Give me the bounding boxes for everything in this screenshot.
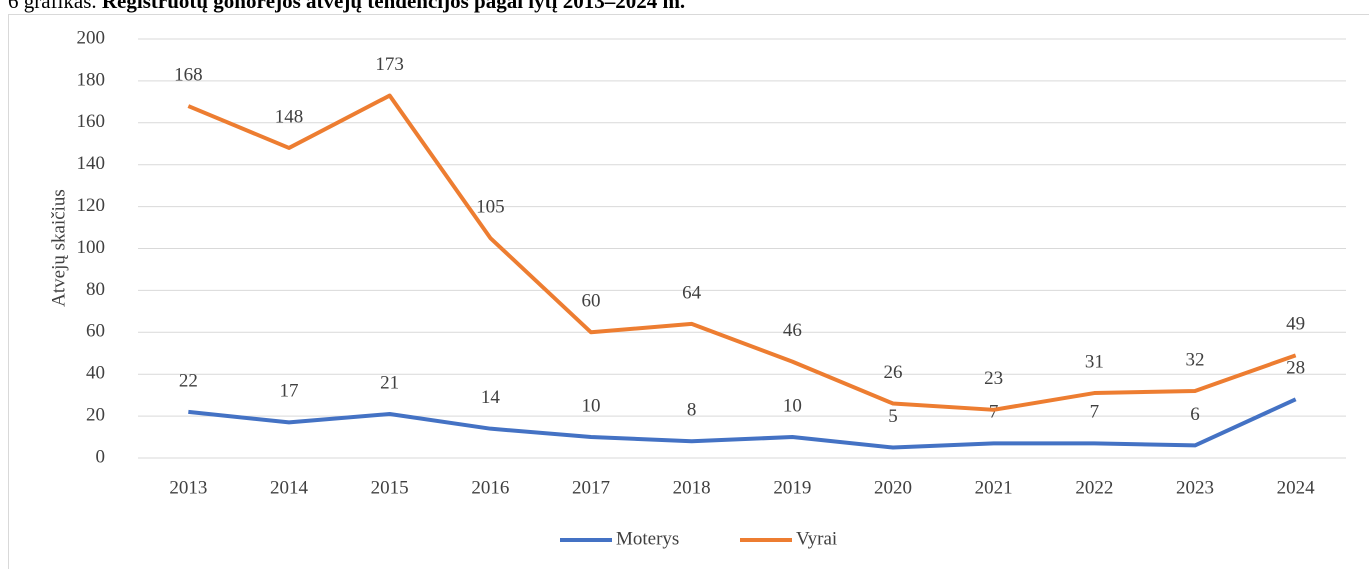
y-tick-label: 200 xyxy=(77,27,106,48)
x-tick-label: 2013 xyxy=(169,477,207,498)
data-label: 46 xyxy=(783,320,802,341)
y-axis-label: Atvejų skaičius xyxy=(48,189,69,307)
caption-label: 6 grafikas. xyxy=(8,0,97,13)
x-tick-label: 2014 xyxy=(270,477,309,498)
x-tick-label: 2020 xyxy=(874,477,912,498)
data-label: 7 xyxy=(1090,402,1100,423)
y-tick-label: 180 xyxy=(77,69,106,90)
y-tick-label: 120 xyxy=(77,195,106,216)
legend-label: Vyrai xyxy=(796,528,837,549)
x-tick-label: 2019 xyxy=(773,477,811,498)
series-line xyxy=(188,397,1297,450)
data-label: 8 xyxy=(687,400,697,421)
data-label: 14 xyxy=(481,387,501,408)
data-label: 5 xyxy=(888,406,898,427)
data-label: 10 xyxy=(582,395,601,416)
data-label: 21 xyxy=(380,372,399,393)
data-label: 31 xyxy=(1085,351,1104,372)
data-label: 64 xyxy=(682,282,702,303)
data-label: 17 xyxy=(280,381,299,402)
data-label: 32 xyxy=(1186,349,1205,370)
y-tick-label: 60 xyxy=(86,321,105,342)
x-tick-label: 2017 xyxy=(572,477,610,498)
x-tick-label: 2021 xyxy=(975,477,1013,498)
data-label: 10 xyxy=(783,395,802,416)
x-tick-label: 2024 xyxy=(1277,477,1316,498)
data-label: 26 xyxy=(884,362,903,383)
data-label: 173 xyxy=(375,54,404,75)
data-label: 6 xyxy=(1190,404,1200,425)
title-text: Registruotų gonorėjos atvejų tendencijos… xyxy=(102,0,685,13)
data-label: 28 xyxy=(1286,358,1305,379)
y-tick-label: 140 xyxy=(77,153,106,174)
data-label: 7 xyxy=(989,402,999,423)
chart-frame xyxy=(8,14,1369,569)
data-label: 60 xyxy=(582,291,601,312)
y-tick-label: 40 xyxy=(86,363,105,384)
data-label: 49 xyxy=(1286,314,1305,335)
series-line xyxy=(187,93,1297,412)
x-tick-label: 2022 xyxy=(1075,477,1113,498)
y-tick-label: 0 xyxy=(96,446,106,467)
data-label: 105 xyxy=(476,196,505,217)
data-label: 168 xyxy=(174,64,203,85)
data-label: 22 xyxy=(179,370,198,391)
data-label: 148 xyxy=(275,106,304,127)
x-tick-label: 2023 xyxy=(1176,477,1214,498)
x-tick-label: 2016 xyxy=(471,477,509,498)
y-tick-label: 20 xyxy=(86,404,105,425)
y-tick-label: 100 xyxy=(77,237,106,258)
legend-label: Moterys xyxy=(616,528,679,549)
y-tick-label: 160 xyxy=(77,111,106,132)
chart-title: 6 grafikas. Registruotų gonorėjos atvejų… xyxy=(8,0,685,13)
x-tick-label: 2018 xyxy=(673,477,711,498)
x-tick-label: 2015 xyxy=(371,477,409,498)
data-label: 23 xyxy=(984,368,1003,389)
y-tick-label: 80 xyxy=(86,279,105,300)
